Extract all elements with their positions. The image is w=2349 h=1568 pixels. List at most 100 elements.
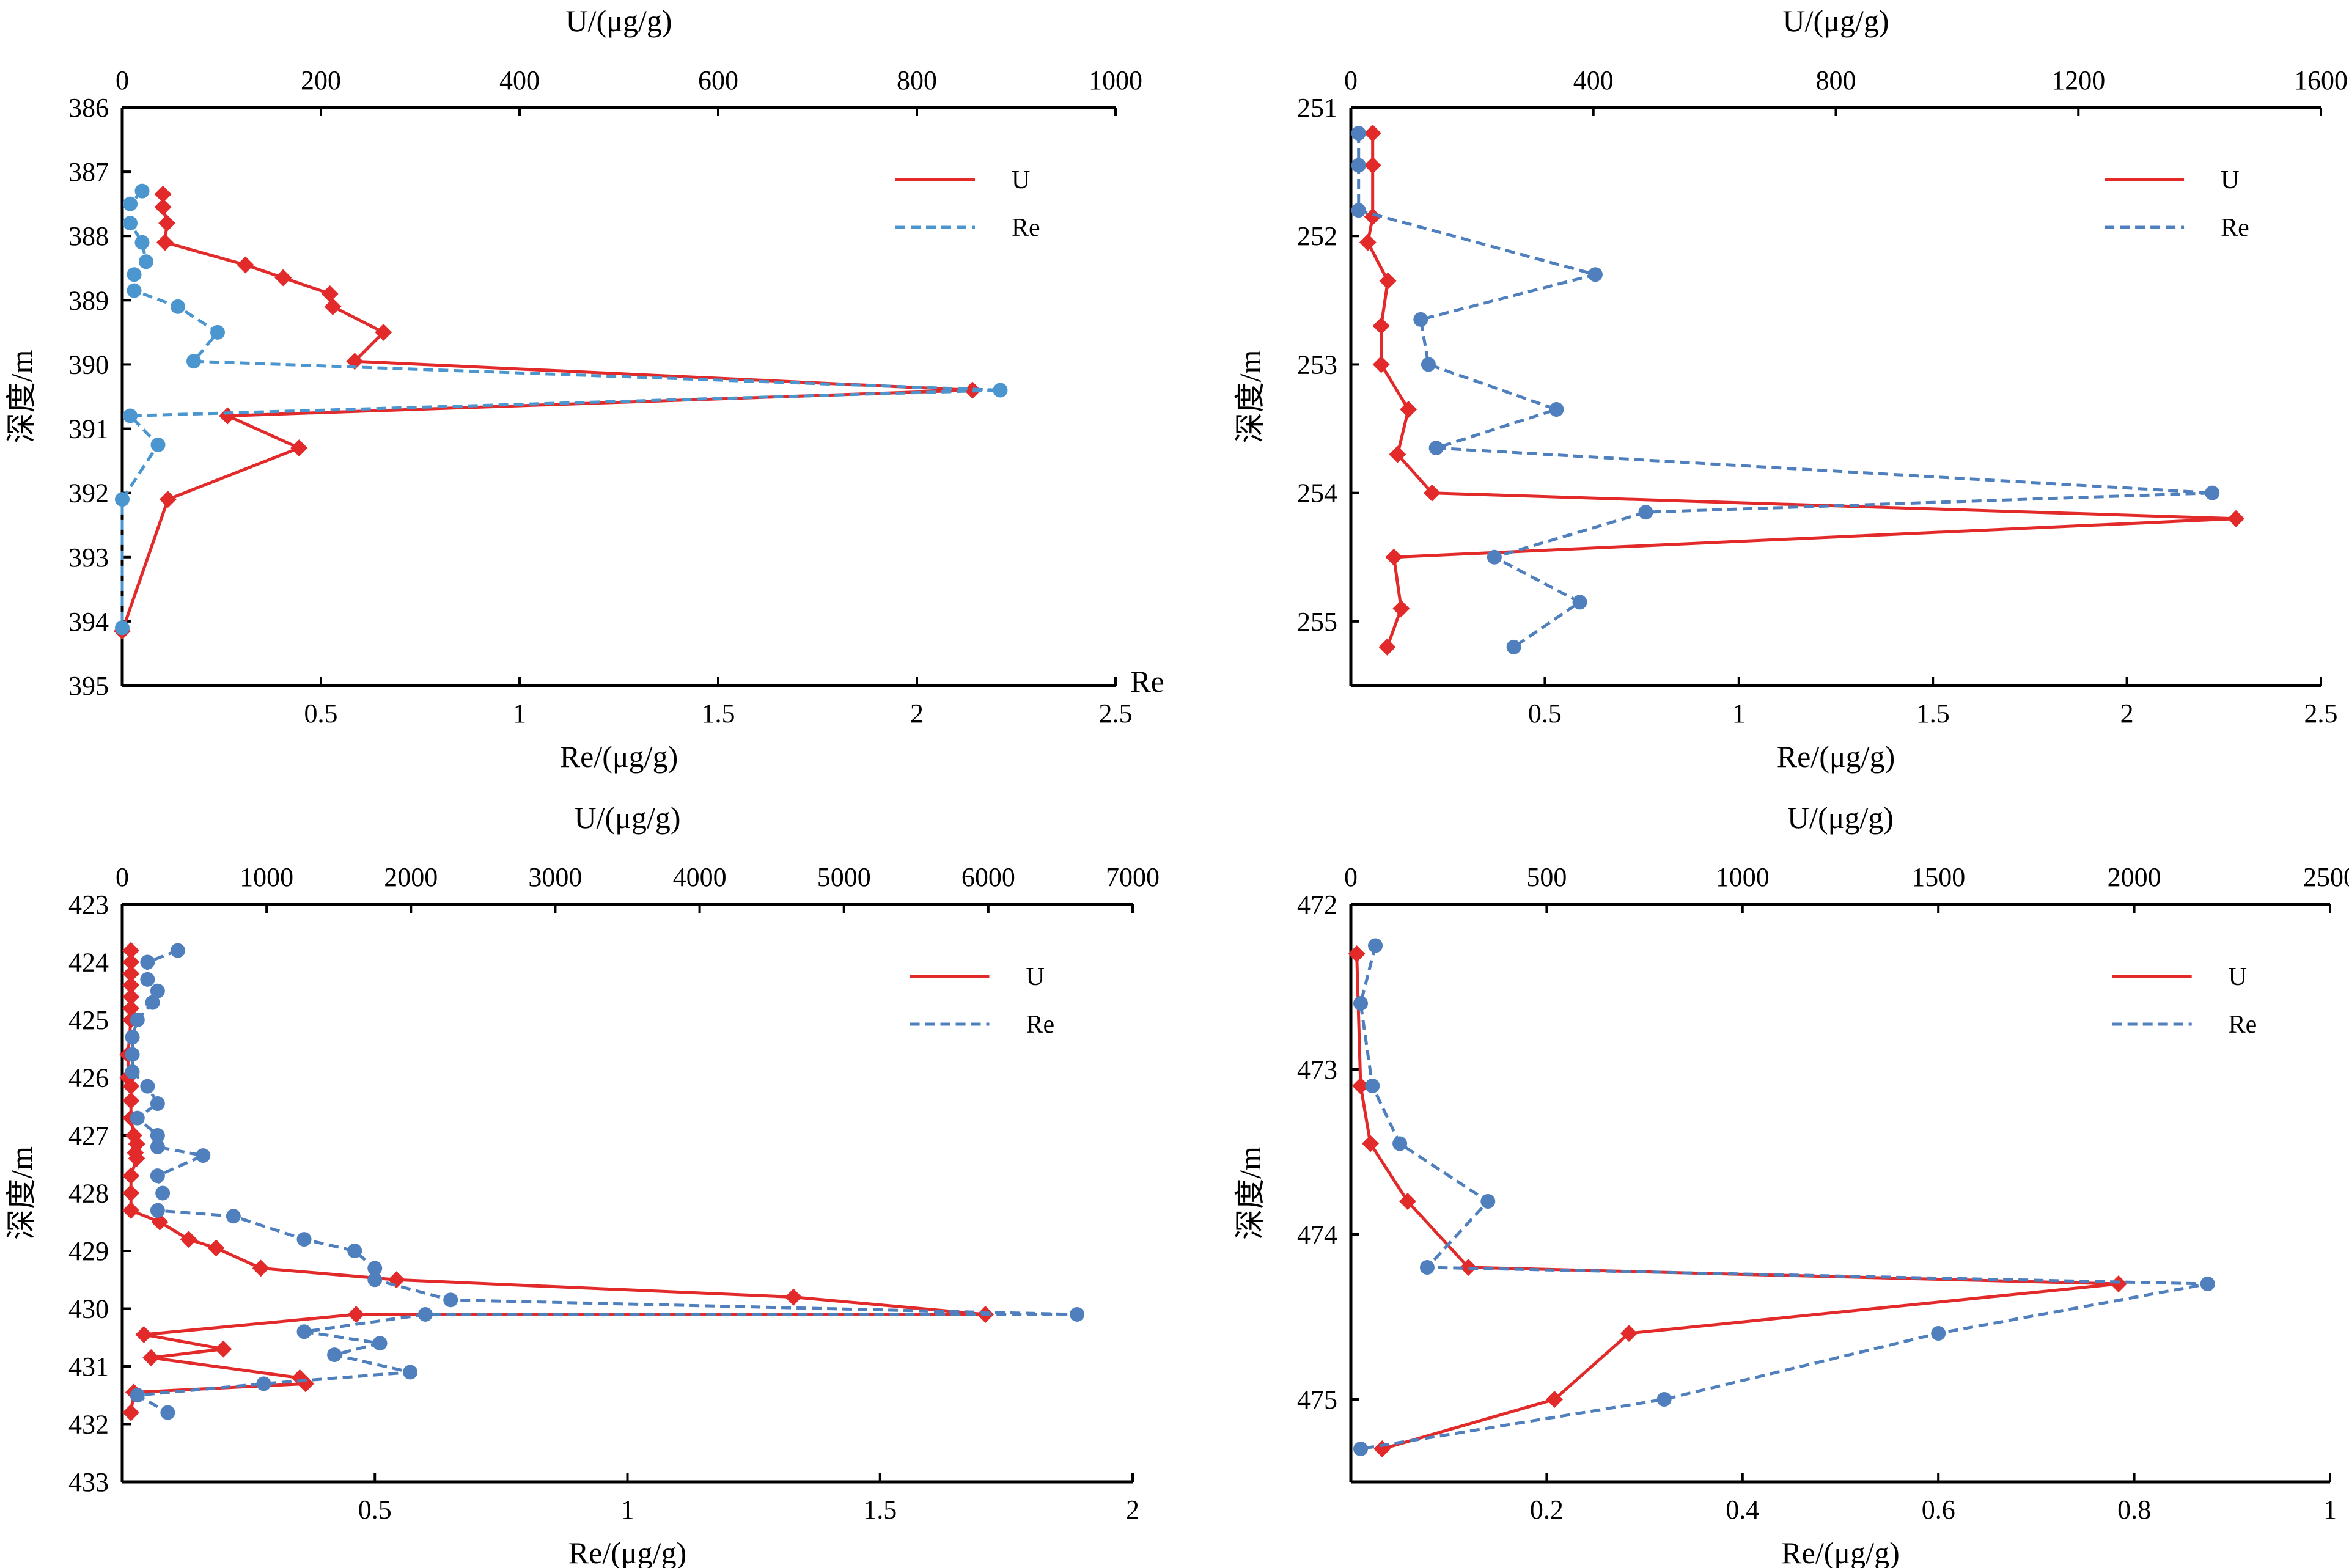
- point-U: [122, 1167, 140, 1185]
- series-line-Re: [120, 189, 1001, 628]
- point-U: [1359, 233, 1377, 251]
- depth-tick-label: 253: [1297, 350, 1337, 379]
- top-tick-label: 1000: [1716, 862, 1770, 892]
- point-Re: [150, 1128, 165, 1143]
- depth-axis-title: 深度/m: [4, 350, 39, 444]
- point-U: [1372, 317, 1390, 335]
- legend-label-Re: Re: [2221, 214, 2249, 242]
- top-tick-label: 5000: [817, 862, 871, 892]
- point-U: [122, 965, 140, 983]
- point-Re: [134, 183, 150, 199]
- point-U: [1379, 272, 1397, 290]
- point-Re: [1549, 402, 1564, 417]
- top-tick-label: 1200: [2051, 65, 2105, 95]
- point-U: [180, 1231, 197, 1248]
- bottom-tick-label: 0.5: [358, 1495, 392, 1525]
- top-tick-label: 4000: [673, 862, 727, 892]
- top-tick-label: 2500: [2303, 862, 2349, 892]
- point-U: [122, 1184, 140, 1202]
- point-U: [1392, 599, 1410, 617]
- point-Re: [196, 1148, 211, 1163]
- point-U: [207, 1239, 225, 1257]
- point-Re: [115, 620, 130, 636]
- point-Re: [1931, 1326, 1946, 1341]
- point-Re: [123, 196, 138, 211]
- bottom-tick-label: 0.2: [1530, 1495, 1564, 1525]
- top-tick-label: 0: [116, 862, 129, 892]
- point-U: [122, 1092, 140, 1110]
- point-Re: [226, 1209, 241, 1224]
- top-tick-label: 1600: [2294, 65, 2348, 95]
- bottom-tick-label: 1: [2323, 1495, 2337, 1525]
- point-Re: [150, 1139, 165, 1154]
- top-tick-label: 200: [301, 65, 341, 95]
- legend-label-U: U: [1026, 963, 1045, 991]
- point-U: [290, 439, 308, 457]
- point-Re: [367, 1261, 383, 1276]
- series-line-U: [1355, 953, 2119, 1451]
- point-U: [142, 1349, 160, 1366]
- point-U: [128, 1149, 145, 1167]
- bottom-tick-label: 0.6: [1922, 1495, 1955, 1525]
- bottom-tick-label: 2: [910, 698, 924, 728]
- point-U: [1400, 401, 1417, 419]
- top-axis-title: U/(μg/g): [566, 4, 672, 38]
- bottom-tick-label: 2.5: [1099, 698, 1133, 728]
- bottom-tick-label: 0.4: [1726, 1495, 1759, 1525]
- top-tick-label: 6000: [961, 862, 1015, 892]
- point-Re: [1070, 1306, 1085, 1322]
- point-Re: [150, 983, 165, 998]
- point-U: [2109, 1275, 2127, 1292]
- point-U: [2227, 510, 2245, 527]
- bottom-tick-label: 1: [621, 1495, 634, 1525]
- point-Re: [347, 1244, 362, 1258]
- point-U: [158, 214, 176, 232]
- legend-label-U: U: [2221, 166, 2239, 194]
- point-Re: [1506, 639, 1521, 654]
- point-Re: [140, 954, 155, 970]
- point-U: [154, 185, 172, 203]
- bottom-tick-label: 2: [2120, 698, 2134, 728]
- depth-tick-label: 390: [68, 350, 109, 379]
- point-U: [122, 1404, 140, 1421]
- chart-panel-bottom-left: 0 1000 2000 3000 4000 5000 6000 7000 U/(μg/g) 0.5…: [4, 800, 1160, 1568]
- point-Re: [256, 1376, 271, 1391]
- point-Re: [1413, 312, 1428, 327]
- point-Re: [417, 1306, 433, 1322]
- point-U: [1364, 156, 1381, 174]
- point-Re: [1351, 158, 1366, 173]
- bottom-tick-label: 2: [1126, 1495, 1139, 1525]
- point-Re: [1421, 357, 1436, 372]
- bottom-tick-label: 0.5: [304, 698, 338, 728]
- point-Re: [296, 1324, 312, 1339]
- depth-tick-label: 393: [68, 543, 109, 573]
- point-U: [1352, 1077, 1370, 1094]
- point-U: [156, 233, 174, 251]
- depth-tick-label: 423: [68, 890, 109, 920]
- bottom-tick-label: 2.5: [2304, 698, 2338, 728]
- point-Re: [443, 1292, 458, 1308]
- point-Re: [130, 1388, 145, 1403]
- top-tick-label: 1000: [240, 862, 293, 892]
- depth-axis-title: 深度/m: [1233, 1146, 1267, 1240]
- point-Re: [1365, 1079, 1380, 1093]
- point-Re: [1638, 505, 1653, 520]
- depth-tick-label: 425: [68, 1005, 109, 1035]
- point-U: [1364, 208, 1381, 225]
- depth-tick-label: 428: [68, 1179, 109, 1209]
- depth-tick-label: 430: [68, 1294, 109, 1324]
- point-Re: [1353, 1442, 1369, 1456]
- depth-tick-label: 433: [68, 1467, 109, 1497]
- bottom-axis-title: Re/(μg/g): [1781, 1536, 1899, 1568]
- depth-tick-label: 429: [68, 1236, 109, 1266]
- depth-tick-label: 475: [1297, 1385, 1337, 1415]
- depth-axis-title: 深度/m: [4, 1146, 39, 1240]
- point-U: [215, 1340, 232, 1358]
- depth-tick-label: 251: [1297, 93, 1337, 123]
- point-Re: [150, 1096, 165, 1112]
- top-tick-label: 500: [1526, 862, 1567, 892]
- bottom-axis-title: Re/(μg/g): [568, 1536, 686, 1568]
- point-U: [1389, 445, 1406, 463]
- point-Re: [134, 235, 150, 250]
